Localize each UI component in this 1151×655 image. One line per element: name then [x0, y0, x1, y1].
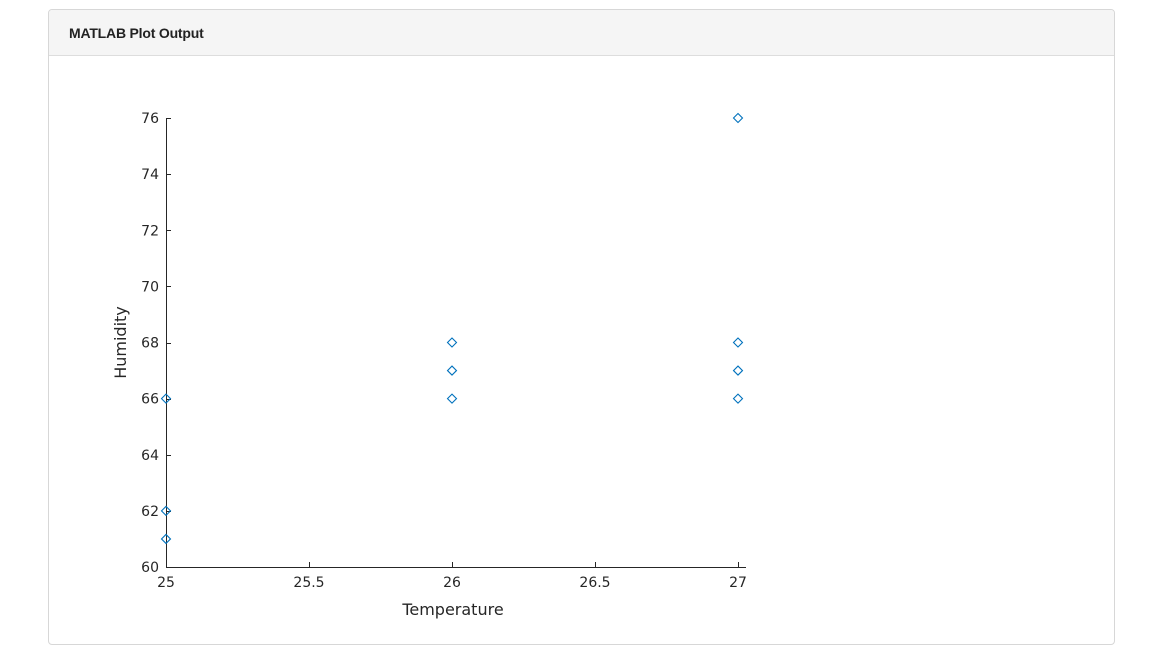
y-tick-label: 74 [141, 167, 159, 183]
data-point [446, 365, 458, 376]
data-point [160, 393, 172, 404]
data-point [446, 393, 458, 404]
data-point [732, 365, 744, 376]
data-markers [160, 112, 744, 545]
y-tick-label: 68 [141, 336, 159, 352]
y-tick-label: 60 [141, 560, 159, 576]
data-point [160, 533, 172, 545]
y-tick-label: 62 [141, 504, 159, 520]
data-point [732, 337, 744, 348]
panel-title: MATLAB Plot Output [69, 24, 204, 41]
x-tick-label: 26.5 [579, 575, 610, 591]
data-point [732, 112, 744, 124]
y-tick-label: 70 [141, 279, 159, 295]
data-point [160, 505, 172, 517]
y-tick-label: 76 [141, 111, 159, 127]
axes: 25 25.5 26 26.5 27 60 62 64 66 68 70 72 74 76 [141, 111, 747, 591]
y-axis-label: Humidity [111, 306, 130, 379]
panel-header: MATLAB Plot Output [49, 10, 1114, 56]
plot-area: 25 25.5 26 26.5 27 60 62 64 66 68 70 72 74 76 Tempera… [49, 56, 1114, 644]
x-tick-label: 25.5 [293, 575, 324, 591]
data-point [732, 393, 744, 404]
scatter-plot: 25 25.5 26 26.5 27 60 62 64 66 68 70 72 74 76 Tempera… [111, 111, 747, 619]
y-tick-label: 64 [141, 448, 159, 464]
x-axis-label: Temperature [401, 600, 503, 619]
data-point [446, 337, 458, 348]
x-tick-label: 25 [157, 575, 175, 591]
y-tick-label: 72 [141, 223, 159, 239]
plot-panel: MATLAB Plot Output 25 25.5 26 26.5 27 60 62 64 6… [48, 9, 1115, 645]
x-tick-label: 26 [443, 575, 461, 591]
y-tick-label: 66 [141, 392, 159, 408]
x-tick-label: 27 [729, 575, 747, 591]
